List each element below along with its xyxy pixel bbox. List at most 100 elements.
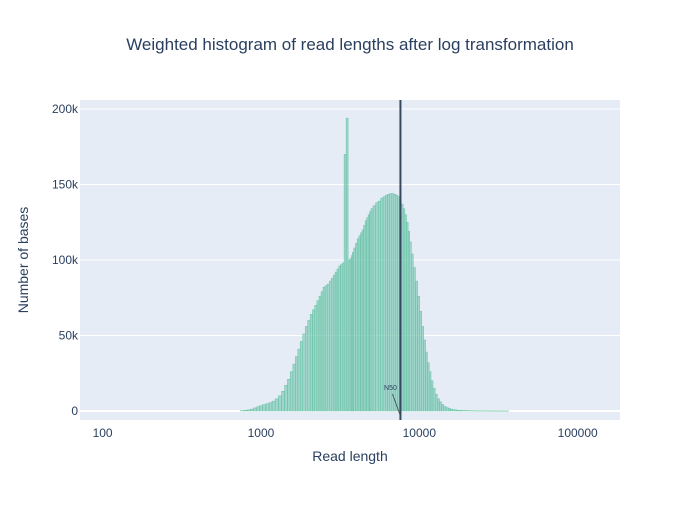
histogram-bar [420,311,422,411]
histogram-bar [285,385,288,411]
histogram-bar [453,410,455,411]
histogram-bar [331,278,333,411]
histogram-bar [247,410,250,411]
histogram-bar [405,215,407,411]
histogram-bar [448,409,450,411]
histogram-bar [287,379,290,411]
x-axis-label: Read length [312,448,388,464]
histogram-bar [376,203,379,411]
histogram-bar [346,118,348,411]
histogram-bar [394,194,396,411]
histogram-bar [415,281,417,411]
histogram-bar [392,194,394,411]
histogram-bar [390,194,392,411]
histogram-bar [266,404,269,411]
histogram-bar [431,381,433,411]
histogram-bar [457,410,459,411]
histogram-bar [355,243,357,411]
histogram-bar [451,409,453,411]
x-tick-label: 1000 [248,426,275,440]
histogram-bar [337,269,339,411]
histogram-bar [329,281,331,411]
histogram-bar [427,363,429,411]
histogram-bar [418,296,420,411]
histogram-bar [295,357,297,411]
histogram-bar [254,408,257,411]
histogram-bar [378,201,380,411]
histogram-bar [315,305,317,411]
histogram-bar [325,286,327,411]
histogram-bar [263,405,266,411]
histogram-bar [282,391,285,411]
y-tick-label: 150k [52,178,79,192]
histogram-bar [398,197,400,411]
histogram-bar [381,198,383,411]
x-tick-label: 100 [93,426,113,440]
histogram-bar [371,209,373,411]
histogram-bar [260,406,263,411]
y-tick-label: 50k [59,328,79,342]
histogram-bar [348,260,350,411]
histogram-bar [278,396,281,411]
histogram-bar [354,248,356,411]
histogram-bar [446,408,448,411]
histogram-bar [317,301,319,411]
x-tick-label: 10000 [403,426,437,440]
histogram-bar [385,195,387,411]
chart-title: Weighted histogram of read lengths after… [126,35,574,54]
histogram-bar [411,254,413,411]
histogram-bar [441,404,443,410]
y-tick-label: 200k [52,102,79,116]
histogram-bar [444,406,446,411]
histogram-bar [298,349,300,411]
histogram-bar [251,409,254,411]
histogram-bar [293,364,296,411]
histogram-bar [422,326,424,411]
histogram-bar [403,209,405,411]
histogram-bar [312,310,314,411]
histogram-bar [335,272,337,411]
x-axis-ticks: 100 1000 10000 100000 [93,426,598,440]
x-tick-label: 100000 [558,426,598,440]
histogram-bar [383,197,385,411]
histogram-bar [459,410,462,411]
histogram-bar [357,239,359,411]
histogram-bar [244,410,247,411]
histogram-bar [303,334,306,411]
histogram-bar [321,292,323,411]
histogram-bar [344,154,346,411]
histogram-bar [373,206,376,411]
histogram-bar [305,326,307,411]
histogram-bar [435,394,437,411]
histogram-bar [323,287,325,411]
histogram-bar [433,388,435,411]
histogram-bar [310,314,312,411]
histogram-bar [388,194,390,411]
histogram-bar [308,320,310,411]
histogram-bar [272,401,275,411]
histogram-bar [327,284,329,411]
histogram-bar [401,204,403,411]
histogram-bar [429,372,431,411]
histogram-bar [300,342,302,411]
histogram-bar [257,407,260,411]
histogram-bar [290,372,293,411]
histogram-bar [275,399,278,411]
histogram-bar [319,296,321,411]
histogram-bar [341,265,343,411]
histogram-bar [413,268,415,411]
histogram-bar [437,399,439,411]
histogram-bar [342,263,344,411]
y-tick-label: 0 [71,404,78,418]
histogram-bar [439,402,441,411]
histogram-bar [269,403,272,411]
histogram-bar [455,410,457,411]
y-axis-label: Number of bases [15,207,31,314]
histogram-bar [333,275,335,411]
histogram-bar [426,352,428,411]
n50-label: N50 [384,385,397,392]
histogram-bar [396,195,398,411]
